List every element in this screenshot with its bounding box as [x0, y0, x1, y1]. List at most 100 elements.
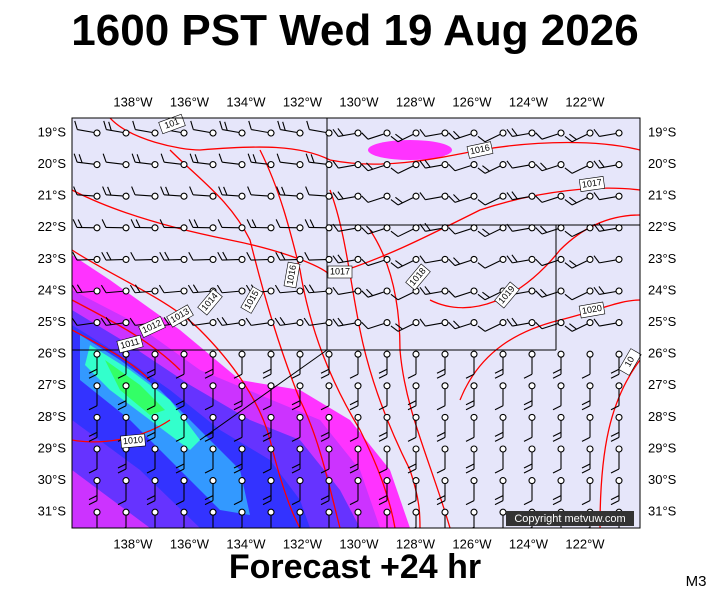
wind-barb: [305, 186, 333, 200]
barb-flag: [262, 495, 272, 501]
barb-flag: [540, 225, 548, 233]
lon-label: 124°W: [509, 94, 549, 109]
barb-flag: [175, 436, 185, 442]
wind-barb: [305, 153, 333, 169]
wind-barb: [499, 508, 507, 528]
barb-station: [354, 382, 362, 390]
barb-station: [528, 319, 536, 327]
barb-station: [441, 161, 449, 169]
barb-station: [122, 129, 130, 137]
barb-station: [383, 508, 391, 516]
barb-flag: [523, 405, 533, 411]
lat-label: 27°S: [648, 377, 677, 392]
wind-barb: [131, 153, 159, 169]
wind-barb: [189, 186, 217, 200]
barb-flag: [436, 405, 446, 411]
wind-barb: [332, 254, 362, 264]
barb-station: [296, 255, 304, 263]
barb-flag: [448, 322, 456, 330]
barb-flag: [349, 468, 359, 474]
barb-flag: [308, 284, 315, 293]
wind-barb: [204, 477, 217, 506]
isobar: [109, 118, 331, 161]
barb-flag: [146, 405, 156, 411]
wind-barb: [216, 317, 246, 327]
barb-station: [238, 224, 246, 232]
barb-station: [238, 382, 246, 390]
barb-flag: [436, 431, 446, 437]
wind-barb: [494, 413, 507, 442]
barb-station: [180, 129, 188, 137]
barb-flag: [564, 325, 573, 332]
barb-flag: [453, 257, 461, 265]
barb-flag: [535, 164, 543, 172]
model-label: M3: [686, 573, 707, 590]
barb-flag: [453, 320, 461, 328]
barb-flag: [275, 219, 281, 228]
barb-flag: [320, 405, 330, 411]
barb-station: [383, 382, 391, 390]
barb-flag: [552, 405, 562, 411]
barb-flag: [233, 500, 243, 506]
wind-barb: [189, 153, 217, 169]
barb-flag: [117, 463, 127, 469]
wind-barb: [233, 477, 246, 506]
barb-flag: [117, 405, 127, 411]
barb-flag: [233, 463, 243, 469]
barb-station: [151, 192, 159, 200]
lat-label: 26°S: [38, 346, 67, 361]
barb-station: [296, 508, 304, 516]
barb-flag: [146, 373, 156, 379]
barb-station: [557, 350, 565, 358]
barb-flag: [511, 254, 518, 263]
barb-flag: [320, 495, 330, 501]
wind-barb: [506, 191, 536, 201]
wind-barb: [581, 350, 594, 379]
barb-station: [238, 508, 246, 516]
wind-barb: [262, 477, 275, 506]
barb-station: [441, 129, 449, 137]
wind-barb: [419, 222, 449, 232]
barb-station: [354, 255, 362, 263]
barb-flag: [204, 368, 214, 374]
barb-flag: [233, 468, 243, 474]
barb-station: [180, 255, 188, 263]
barb-flag: [361, 227, 369, 235]
barb-station: [267, 413, 275, 421]
isobar-label-box: [120, 433, 146, 449]
lon-label: 136°W: [170, 536, 210, 551]
wind-barb: [610, 382, 623, 411]
lat-label: 31°S: [38, 504, 67, 519]
wind-barb: [506, 128, 536, 138]
wind-barb: [361, 129, 391, 140]
barb-flag: [332, 255, 339, 264]
barb-station: [499, 129, 507, 137]
barb-station: [412, 413, 420, 421]
wind-barb: [419, 192, 449, 201]
barb-station: [93, 224, 101, 232]
wind-barb: [262, 350, 275, 379]
wind-barb: [465, 382, 478, 411]
barb-station: [267, 192, 275, 200]
lon-label: 124°W: [509, 536, 549, 551]
barb-station: [180, 413, 188, 421]
barb-flag: [569, 196, 577, 204]
barb-station: [528, 477, 536, 485]
wind-barb: [117, 382, 130, 411]
barb-station: [412, 382, 420, 390]
wind-barb: [218, 186, 246, 200]
barb-station: [238, 287, 246, 295]
wind-barb: [159, 219, 188, 232]
barb-station: [354, 350, 362, 358]
barb-flag: [593, 318, 600, 327]
wind-barb: [88, 382, 101, 411]
barb-station: [151, 477, 159, 485]
isobar-label: 1010: [120, 433, 146, 449]
barb-flag: [407, 400, 417, 406]
barb-station: [586, 255, 594, 263]
copyright: Copyright metvuw.com: [514, 513, 625, 525]
barb-station: [586, 319, 594, 327]
wind-barb: [151, 508, 159, 528]
barb-station: [470, 129, 478, 137]
barb-flag: [494, 368, 504, 374]
